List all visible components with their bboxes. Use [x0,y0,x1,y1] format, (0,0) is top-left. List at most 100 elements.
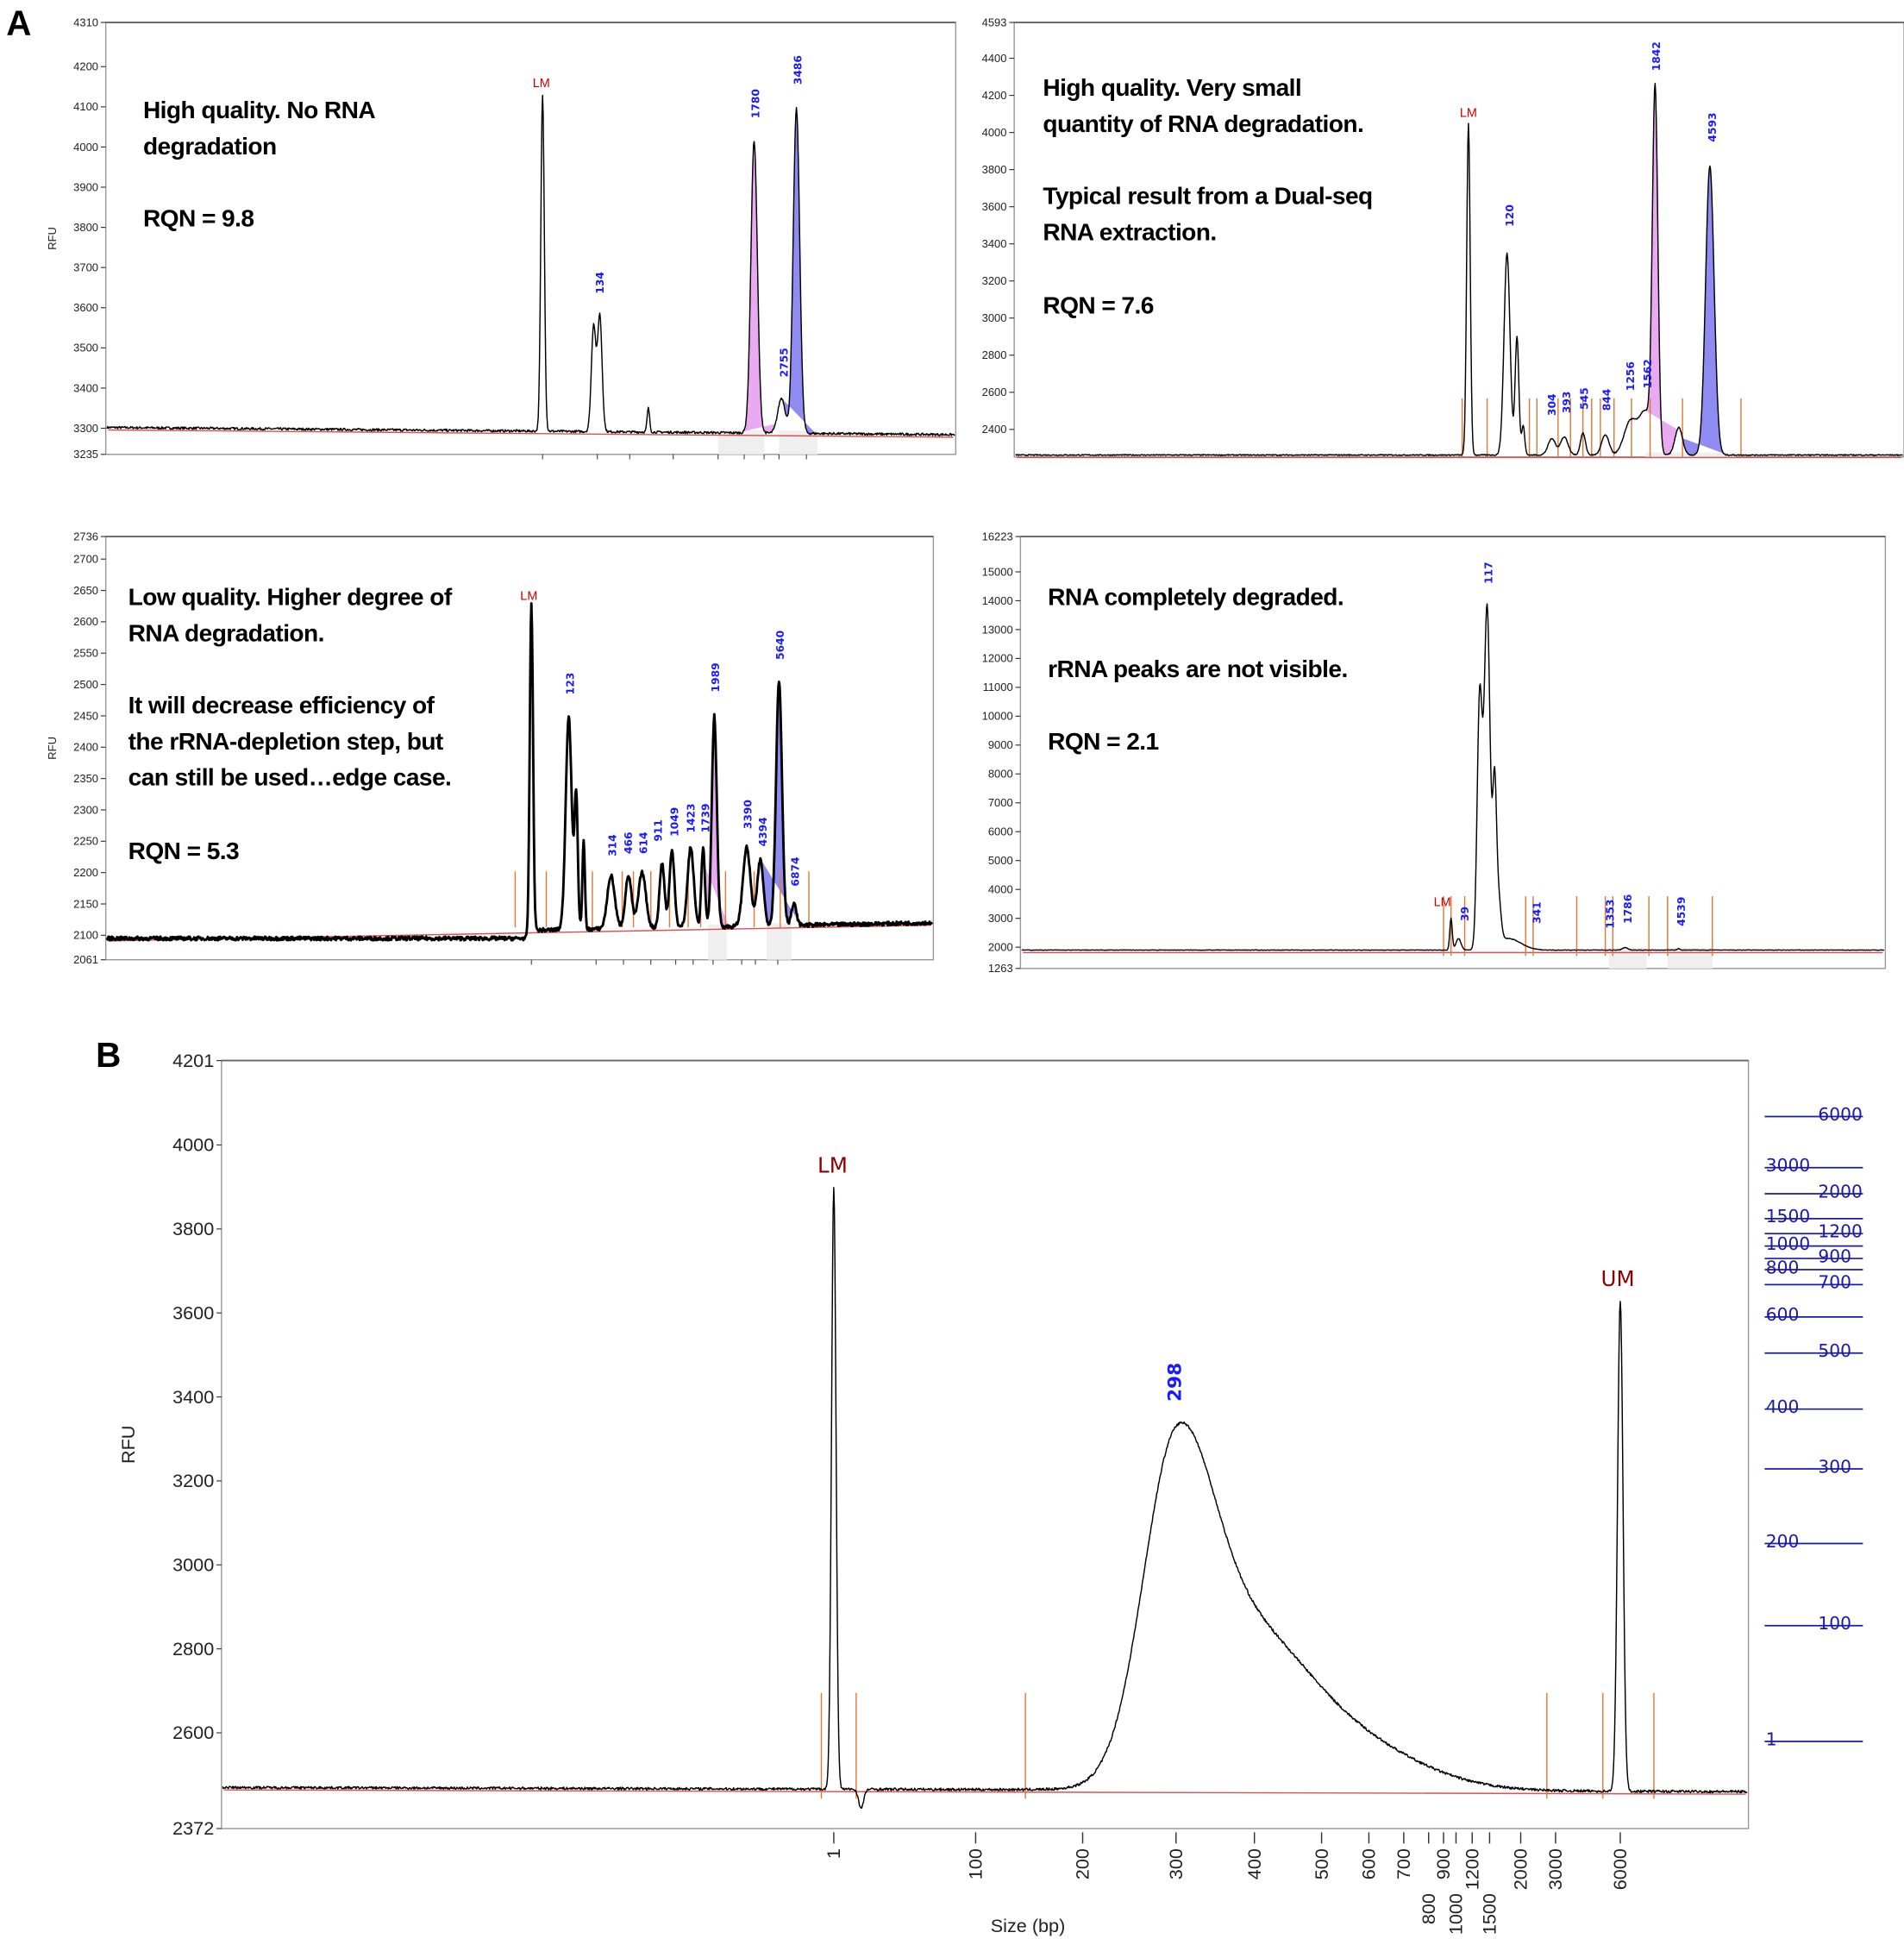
annotation-text: RNA degradation. [128,619,324,646]
y-tick-label: 3700 [73,261,98,274]
y-tick-label: 2700 [73,553,98,566]
annotation-text: the rRNA-depletion step, but [128,728,444,755]
peak-size-label: 393 [1561,392,1573,414]
x-tick-label: 500 [1311,1848,1332,1879]
y-tick-label: 3000 [982,311,1007,324]
y-tick-label: 3300 [73,422,98,435]
peak-size-label: 545 [1578,387,1590,410]
y-tick-label: 12000 [982,652,1013,665]
integration-region [1608,947,1647,969]
y-tick-label: 4200 [982,89,1007,102]
y-tick-label: 5000 [988,854,1013,867]
y-tick-label: 3600 [982,200,1007,213]
y-tick-label: 4200 [73,60,98,73]
peak-size-label: 5640 [774,631,786,660]
chart-panel-4: 16223 15000 14000 13000 12000 11000 10000 9000 8… [982,530,1887,975]
y-tick-label: 2450 [73,709,98,722]
y-tick-label: 7000 [988,796,1013,809]
electropherogram-trace [106,94,955,436]
x-tick-label: 100 [965,1848,986,1879]
plot-frame [1013,22,1904,458]
peak-size-label: 1353 [1605,900,1617,929]
x-tick-label: 2000 [1510,1848,1531,1890]
y-tick-label: 3400 [172,1386,214,1408]
peak-size-label: 304 [1546,393,1558,416]
electropherogram-trace [105,602,934,942]
ladder-size-label: 1500 [1766,1206,1810,1227]
y-tick-label: 3800 [172,1218,214,1239]
y-tick-label: 3400 [73,381,98,394]
rrna-28s-peak-fill [781,107,817,435]
ladder-size-label: 6000 [1818,1104,1862,1125]
y-tick-label: 2372 [172,1817,214,1839]
y-tick-label: 3800 [73,221,98,234]
annotation-text: rRNA peaks are not visible. [1048,656,1348,682]
baseline-line [223,1789,1746,1795]
x-tick-label: 400 [1243,1848,1265,1879]
lower-marker-label: LM [1434,896,1451,910]
lower-marker-label: LM [1460,107,1477,121]
chart-panel-5: 4201 4000 3800 3600 3400 3200 3000 2800 2600 2372… [117,1050,1863,1936]
ladder-size-label: 500 [1818,1340,1851,1361]
x-tick-label: 300 [1165,1848,1187,1879]
x-tick-label: 900 [1432,1848,1454,1879]
annotation-text: RNA completely degraded. [1048,583,1343,610]
y-tick-label: 2400 [73,741,98,754]
y-tick-label: 3200 [982,274,1007,287]
y-tick-label: 13000 [982,623,1013,636]
plot-frame [1019,536,1887,969]
rrna-18s-peak-fill [734,141,776,435]
annotation-text: RQN = 7.6 [1043,292,1153,319]
integration-region [1667,947,1713,969]
plot-frame [104,22,957,455]
y-tick-label: 4100 [73,100,98,113]
rrna-28s-peak-fill [1682,166,1726,456]
y-tick-label: 2500 [73,678,98,691]
peak-size-label: 3486 [792,55,804,85]
y-tick-label: 10000 [982,710,1013,723]
x-axis-label: Size (bp) [991,1915,1066,1936]
y-tick-label: 11000 [983,681,1013,693]
y-tick-label: 2250 [73,835,98,848]
plot-frame [104,536,935,961]
peak-size-label: 614 [637,831,649,854]
peak-size-label: 123 [564,673,576,695]
ladder-size-label: 2000 [1818,1181,1862,1202]
x-tick-label: 1 [823,1848,844,1859]
y-tick-label: 2550 [73,647,98,660]
annotation-text: High quality. Very small [1043,74,1301,101]
y-tick-label: 3600 [73,301,98,314]
annotation-text: RQN = 9.8 [143,205,254,232]
y-tick-label: 4310 [73,16,98,28]
annotation-text: Typical result from a Dual-seq [1043,183,1372,210]
ladder-size-label: 300 [1818,1456,1851,1477]
y-tick-label: 2200 [73,866,98,879]
peak-size-label: 1780 [749,89,761,118]
y-tick-label: 3900 [73,180,98,193]
annotation-text: RQN = 5.3 [128,838,239,864]
chart-panel-3: 2736 2700 2650 2600 2550 2500 2450 2400 2350 2300… [46,530,935,966]
y-tick-label: 14000 [982,594,1013,607]
ladder-size-label: 800 [1766,1257,1800,1277]
y-axis-label: RFU [46,227,59,250]
plot-frame [221,1059,1750,1829]
annotation-text: RQN = 2.1 [1048,728,1158,755]
peak-size-label: 298 [1165,1363,1187,1402]
x-tick-label: 700 [1393,1848,1414,1879]
y-tick-label: 4400 [982,52,1007,65]
rrna-28s-peak-fill [760,681,799,925]
x-tick-label: 6000 [1609,1848,1631,1890]
x-tick-label: 3000 [1544,1848,1566,1890]
baseline-line [108,429,954,438]
annotation-text: degradation [143,133,277,160]
peak-size-label: 120 [1504,204,1516,227]
peak-size-label: 1423 [685,803,697,832]
y-tick-label: 2600 [73,615,98,628]
y-tick-label: 9000 [988,738,1013,751]
y-tick-label: 3000 [172,1554,214,1576]
ladder-size-label: 400 [1766,1396,1800,1417]
y-tick-label: 3000 [988,912,1013,925]
peak-size-label: 117 [1482,562,1494,584]
annotation-text: quantity of RNA degradation. [1043,110,1363,137]
peak-size-label: 4593 [1707,112,1719,141]
